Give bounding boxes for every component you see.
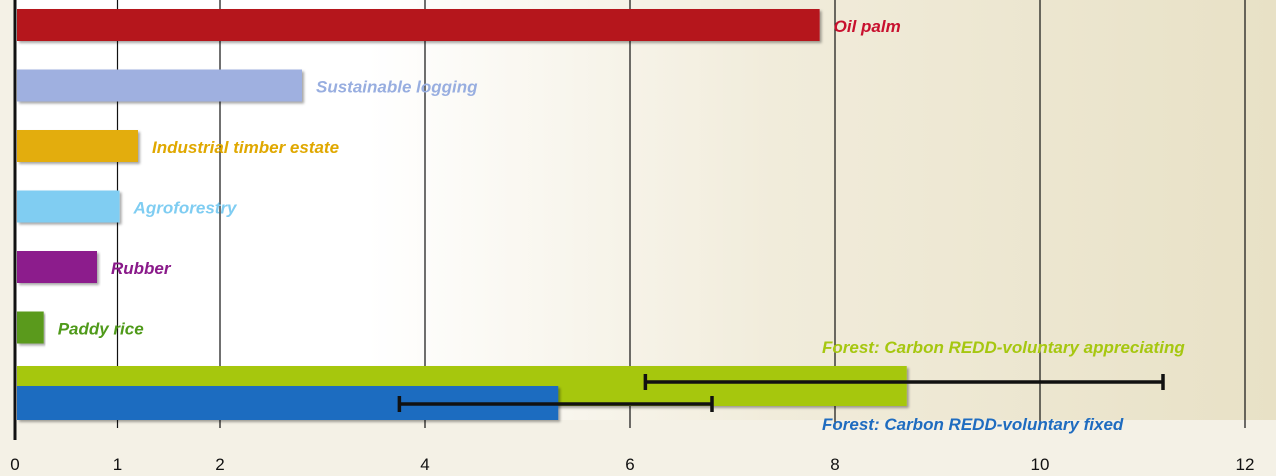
x-axis-ticks: 0 1 2 4 6 8 10 12 [10, 455, 1254, 474]
bar-label: Industrial timber estate [152, 138, 339, 157]
bar [17, 311, 44, 344]
bar-label: Paddy rice [58, 320, 144, 339]
x-tick-label: 0 [10, 455, 19, 474]
x-tick-label: 12 [1236, 455, 1255, 474]
x-tick-label: 2 [215, 455, 224, 474]
bar-label: Oil palm [834, 17, 901, 36]
bar-labels: Oil palm Sustainable logging Industrial ti… [58, 17, 1186, 434]
bar-label: Rubber [111, 259, 172, 278]
x-tick-label: 4 [420, 455, 429, 474]
x-tick-label: 8 [830, 455, 839, 474]
bar [17, 251, 97, 283]
bar-label: Agroforestry [133, 199, 239, 218]
bars [17, 9, 907, 420]
x-tick-label: 6 [625, 455, 634, 474]
bar [17, 130, 138, 162]
bar-label: Forest: Carbon REDD-voluntary appreciati… [822, 338, 1185, 357]
bar [17, 9, 820, 41]
bar [17, 69, 302, 102]
bar [17, 190, 120, 223]
x-tick-label: 10 [1031, 455, 1050, 474]
bar-label: Forest: Carbon REDD-voluntary fixed [822, 415, 1124, 434]
error-bars [397, 374, 1165, 412]
x-tick-label: 1 [113, 455, 122, 474]
bar-label: Sustainable logging [316, 78, 478, 97]
